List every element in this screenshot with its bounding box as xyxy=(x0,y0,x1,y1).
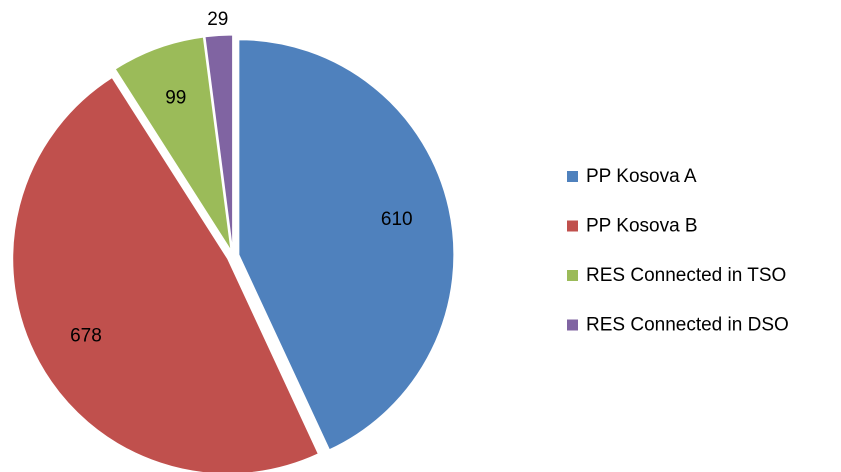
legend-swatch xyxy=(567,270,578,281)
pie-slice xyxy=(114,36,232,251)
pie-slice xyxy=(12,76,319,472)
pie-slice xyxy=(204,34,234,251)
data-label: 99 xyxy=(165,87,186,108)
legend-label: RES Connected in TSO xyxy=(586,265,786,286)
data-label: 29 xyxy=(207,9,228,30)
legend-swatch xyxy=(567,171,578,182)
pie-slice xyxy=(238,39,455,451)
legend-label: RES Connected in DSO xyxy=(586,315,789,336)
legend-label: PP Kosova A xyxy=(586,166,697,187)
legend-swatch xyxy=(567,319,578,331)
legend-label: PP Kosova B xyxy=(586,216,698,237)
legend-swatch xyxy=(567,220,578,232)
data-label: 678 xyxy=(70,326,102,347)
data-label: 610 xyxy=(381,209,413,230)
